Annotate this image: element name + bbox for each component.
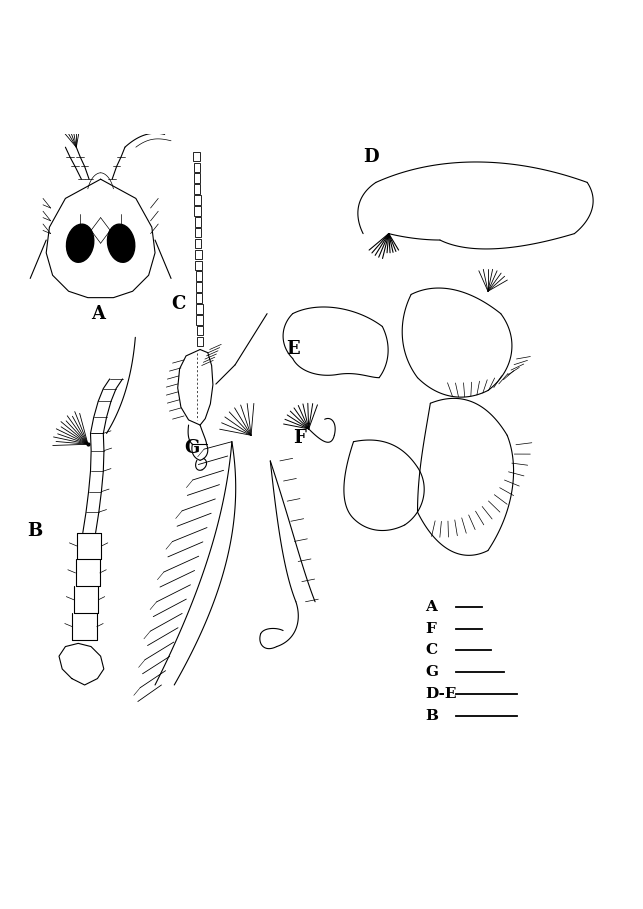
Bar <box>195 250 202 259</box>
Text: D: D <box>363 148 379 165</box>
Bar <box>195 261 202 270</box>
Text: F: F <box>425 622 436 635</box>
Bar <box>195 272 202 281</box>
Bar <box>197 325 203 335</box>
Text: B: B <box>27 523 42 540</box>
Text: G: G <box>425 665 439 679</box>
Bar <box>194 152 200 161</box>
Text: A: A <box>91 305 105 323</box>
Text: C: C <box>425 644 437 657</box>
Bar <box>194 185 201 194</box>
Bar <box>195 239 201 248</box>
Text: C: C <box>171 295 185 313</box>
Text: E: E <box>286 340 300 358</box>
Text: D-E: D-E <box>425 687 457 701</box>
Bar <box>195 217 201 226</box>
Bar <box>195 283 202 292</box>
Bar <box>194 163 200 172</box>
Text: G: G <box>184 439 199 457</box>
Bar <box>197 336 203 346</box>
Bar <box>194 195 201 205</box>
Bar <box>195 228 201 237</box>
Text: F: F <box>293 429 305 447</box>
Bar <box>196 305 203 314</box>
Bar <box>196 294 203 303</box>
Text: B: B <box>425 709 439 723</box>
Ellipse shape <box>107 225 135 263</box>
Bar <box>194 174 200 183</box>
Bar <box>194 206 201 215</box>
Text: A: A <box>425 600 437 614</box>
Ellipse shape <box>66 225 94 263</box>
Bar <box>196 315 203 325</box>
